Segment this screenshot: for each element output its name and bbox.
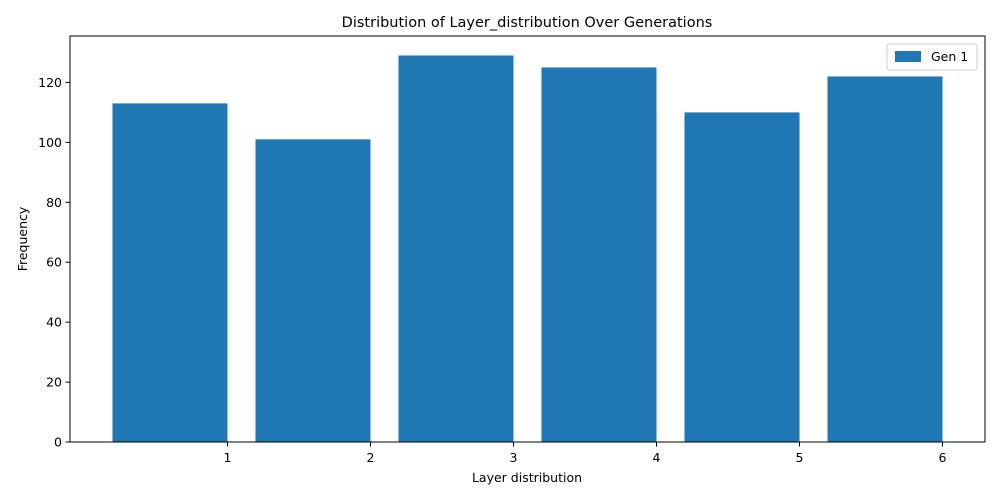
x-tick-label: 5 bbox=[796, 450, 804, 465]
bar-4 bbox=[541, 67, 657, 443]
x-tick-label: 6 bbox=[939, 450, 947, 465]
legend-label: Gen 1 bbox=[931, 49, 968, 64]
x-tick-label: 3 bbox=[510, 450, 518, 465]
bars-layer bbox=[112, 55, 943, 443]
x-tick-label: 2 bbox=[367, 450, 375, 465]
legend-swatch bbox=[895, 51, 921, 62]
y-tick-label: 0 bbox=[54, 435, 62, 450]
y-tick-label: 120 bbox=[38, 75, 62, 90]
x-tick-label: 1 bbox=[224, 450, 232, 465]
legend-box bbox=[886, 43, 978, 71]
y-tick-label: 40 bbox=[46, 315, 62, 330]
y-axis-label: Frequency bbox=[15, 206, 30, 271]
x-axis-label: Layer distribution bbox=[472, 470, 582, 485]
x-tick-label: 4 bbox=[653, 450, 661, 465]
chart-title: Distribution of Layer_distribution Over … bbox=[342, 15, 713, 31]
y-tick-label: 100 bbox=[38, 135, 62, 150]
bar-2 bbox=[255, 139, 371, 443]
bar-5 bbox=[684, 112, 800, 442]
bar-6 bbox=[827, 76, 943, 442]
y-tick-label: 80 bbox=[46, 195, 62, 210]
y-axis-ticks: 0 20 40 60 80 100 120 bbox=[38, 75, 70, 450]
bar-1 bbox=[112, 103, 228, 442]
plot-frame bbox=[69, 35, 986, 443]
legend: Gen 1 bbox=[886, 43, 978, 71]
y-tick-label: 20 bbox=[46, 375, 62, 390]
bar-3 bbox=[398, 55, 514, 442]
y-tick-label: 60 bbox=[46, 255, 62, 270]
x-axis-ticks: 1 2 3 4 5 6 bbox=[224, 442, 947, 465]
